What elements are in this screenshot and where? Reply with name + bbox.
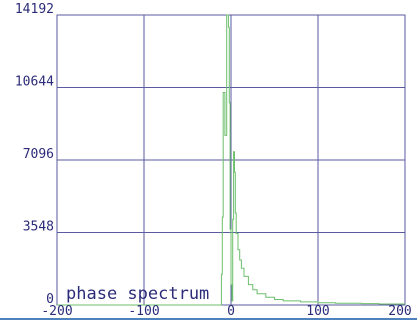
y-tick-label: 7096 — [23, 147, 54, 162]
y-tick-label: 0 — [46, 292, 54, 307]
x-tick-label: -200 — [41, 304, 72, 319]
x-tick-label: 200 — [388, 304, 411, 319]
y-tick-label: 3548 — [23, 220, 54, 235]
y-tick-label: 14192 — [15, 2, 54, 17]
x-tick-labels: -200 -100 0 100 200 — [41, 304, 411, 319]
x-tick-label: 0 — [227, 304, 235, 319]
x-tick-label: 100 — [306, 304, 329, 319]
y-tick-label: 10644 — [15, 75, 54, 90]
series-layer — [57, 14, 406, 306]
series-line — [57, 14, 406, 306]
x-tick-label: -100 — [128, 304, 159, 319]
grid-lines — [56, 14, 406, 306]
chart-title: phase spectrum — [66, 284, 209, 304]
y-tick-labels: 0 3548 7096 10644 14192 — [15, 2, 54, 307]
